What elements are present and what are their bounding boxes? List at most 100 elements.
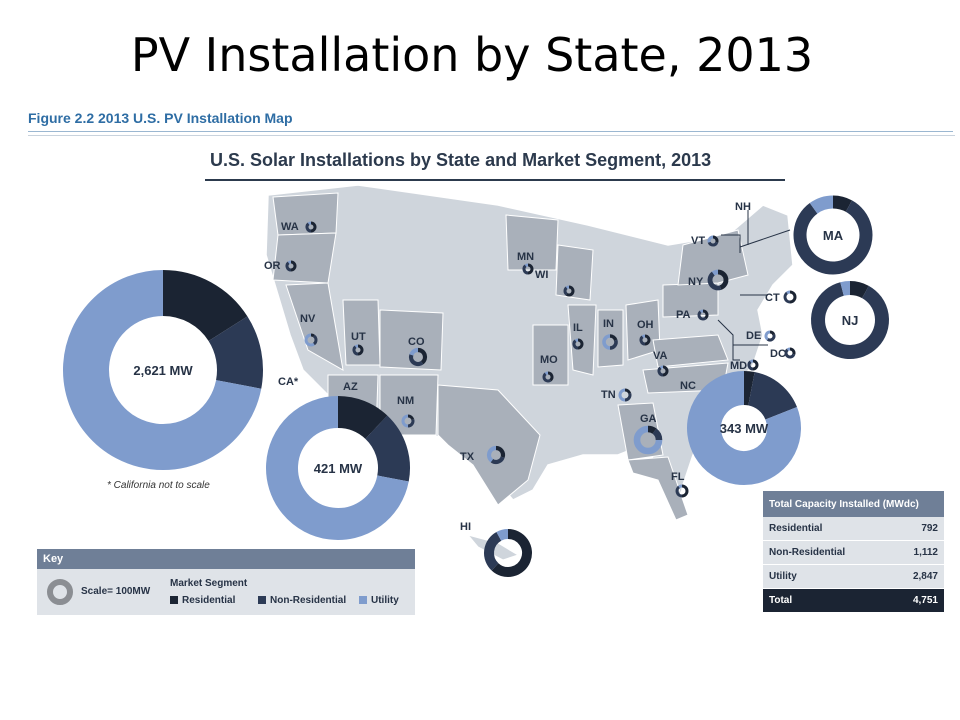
donut-ca-utility-arc [63, 270, 262, 470]
donut-oh-utility-arc [641, 334, 646, 339]
donut-ny-utility-arc [711, 269, 719, 276]
donut-md-non-residential-arc [747, 360, 754, 371]
donut-nm-residential-arc [407, 414, 415, 421]
state-label-co: CO [408, 336, 425, 348]
donut-dc-non-residential-arc [784, 348, 796, 359]
donut-de [764, 330, 776, 342]
state-ny-shape [677, 229, 749, 286]
donut-hi-residential-arc [491, 529, 532, 577]
donut-nc-utility-arc [687, 371, 801, 485]
donut-wa-residential-arc [310, 221, 317, 233]
donut-dc-utility-arc [786, 347, 791, 352]
non-residential-swatch [258, 596, 266, 605]
ma-label: MA [823, 228, 844, 243]
donut-nv-residential-arc [310, 333, 315, 338]
donut-co-residential-arc [417, 347, 428, 365]
donut-tn-non-residential-arc [624, 392, 632, 402]
donut-wi-non-residential-arc [563, 286, 568, 296]
donut-in-residential-arc [609, 334, 618, 341]
state-label-va: VA [653, 350, 668, 362]
donut-co [408, 347, 428, 367]
donut-dc [784, 347, 796, 359]
donut-mo-utility-arc [544, 371, 549, 376]
donut-tn-utility-arc [618, 388, 626, 402]
donut-fl [675, 484, 689, 498]
donut-nc-non-residential-arc [747, 372, 797, 421]
nc-total-label: 343 MW [720, 421, 769, 436]
donut-mo-non-residential-arc [542, 372, 552, 383]
donut-nj-non-residential-arc [811, 282, 889, 359]
row-label: Residential [763, 517, 891, 541]
state-mo-shape [532, 324, 569, 386]
nj-label: NJ [842, 313, 859, 328]
slide-title: PV Installation by State, 2013 [130, 28, 814, 82]
state-label-de: DE [746, 330, 761, 342]
donut-az-non-residential-arc [364, 415, 410, 482]
donut-md-residential-arc [752, 359, 759, 371]
donut-ut [352, 344, 364, 356]
donut-nv [304, 333, 318, 347]
table-row: Utility 2,847 [763, 564, 944, 589]
state-label-mo: MO [540, 354, 558, 366]
row-label: Non-Residential [763, 540, 891, 565]
donut-az [266, 396, 410, 540]
donut-co-non-residential-arc [408, 354, 424, 367]
donut-in-utility-arc [602, 334, 611, 350]
state-in-shape [597, 309, 624, 368]
donut-il-residential-arc [577, 338, 584, 350]
donut-il-non-residential-arc [572, 339, 579, 350]
donut-tx [486, 445, 506, 465]
state-label-hi: HI [460, 521, 471, 533]
donut-nc [687, 371, 801, 485]
scale-label: Scale= 100MW [81, 586, 151, 597]
map-title-rule [205, 179, 785, 181]
donut-nv-utility-arc [304, 333, 315, 347]
scale-ring-icon [47, 579, 73, 605]
state-label-dc: DC [770, 348, 786, 360]
segment-title: Market Segment [170, 578, 248, 589]
state-label-or: OR [264, 260, 281, 272]
donut-wi-utility-arc [565, 285, 570, 290]
us-map: 2,621 MW 421 MW 343 MW MA NJ WA OR NV UT CO CA* AZ N… [63, 184, 889, 577]
donut-md [747, 359, 759, 371]
donut-vt-residential-arc [712, 235, 719, 243]
state-label-il: IL [573, 322, 583, 334]
donut-ca-residential-arc [162, 270, 248, 342]
donut-nv-non-residential-arc [312, 334, 318, 346]
total-value: 4,751 [890, 588, 944, 613]
utility-swatch [359, 596, 367, 605]
state-or-shape [272, 232, 337, 284]
map-title: U.S. Solar Installations by State and Ma… [210, 150, 712, 170]
state-label-tn: TN [601, 389, 616, 401]
donut-or-non-residential-arc [285, 261, 292, 272]
legend-non-residential: Non-Residential [258, 595, 346, 606]
donut-ga-utility-arc [633, 425, 663, 455]
donut-ct [783, 290, 797, 304]
row-value: 1,112 [890, 540, 944, 565]
state-wi-shape [555, 244, 594, 301]
donut-tx-utility-arc [486, 445, 497, 463]
donut-ma-utility-arc [809, 195, 834, 214]
state-label-ga: GA [640, 413, 657, 425]
donut-az-utility-arc [266, 396, 409, 540]
state-label-az: AZ [343, 381, 358, 393]
state-label-mn: MN [517, 251, 534, 263]
donut-or-residential-arc [290, 260, 297, 272]
donut-ga-non-residential-arc [652, 428, 663, 441]
state-label-ny: NY [688, 276, 704, 288]
ca-total-label: 2,621 MW [133, 363, 193, 378]
capacity-table: Total Capacity Installed (MWdc) Resident… [763, 491, 944, 613]
donut-ca [63, 270, 263, 470]
donut-va-residential-arc [662, 365, 669, 377]
donut-va-non-residential-arc [657, 366, 664, 377]
donut-nj-residential-arc [849, 281, 869, 299]
donut-mo-residential-arc [547, 371, 554, 382]
donut-fl-utility-arc [678, 484, 683, 489]
state-label-ca: CA* [278, 376, 299, 388]
donut-mn-non-residential-arc [522, 264, 529, 275]
state-co-shape [379, 309, 444, 371]
donut-pa-non-residential-arc [697, 310, 707, 321]
donut-ga [633, 425, 663, 455]
state-il-shape [567, 304, 597, 376]
legend-residential-label: Residential [182, 595, 236, 606]
